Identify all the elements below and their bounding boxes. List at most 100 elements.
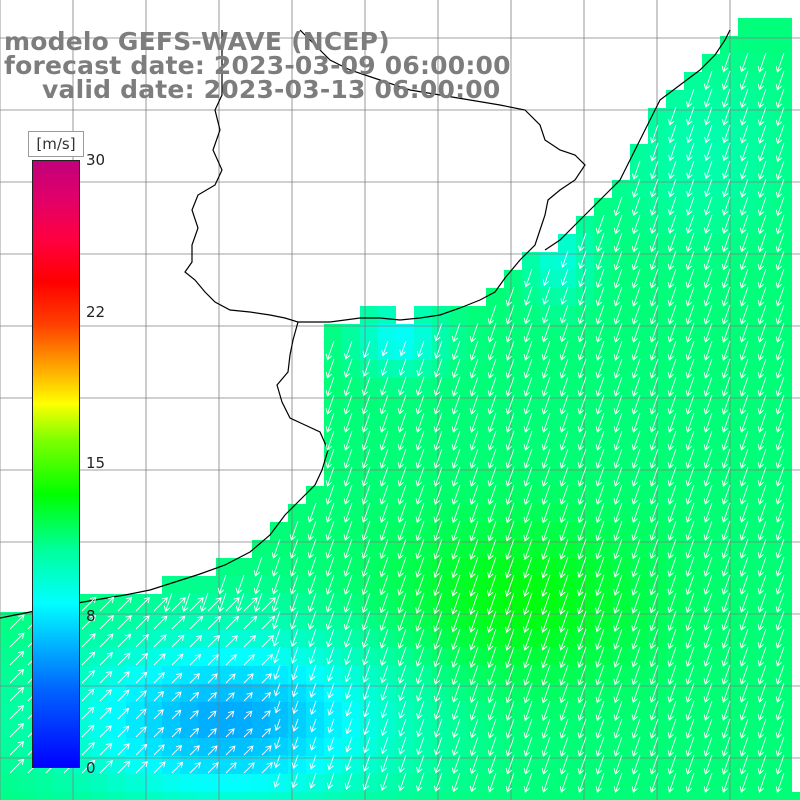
wind-arrow: [469, 394, 479, 415]
wind-arrow: [487, 340, 497, 361]
wind-arrow: [703, 700, 713, 721]
wind-arrow: [379, 394, 389, 415]
wind-arrow: [469, 556, 479, 579]
wind-arrow: [775, 88, 785, 109]
wind-arrow: [469, 538, 479, 561]
wind-arrow: [343, 610, 353, 631]
wind-arrow: [613, 772, 623, 793]
wind-arrow: [667, 322, 677, 343]
wind-arrow: [685, 448, 695, 469]
wind-arrow: [153, 709, 164, 720]
wind-arrow: [649, 304, 659, 325]
wind-arrow: [685, 628, 695, 650]
wind-arrow: [668, 106, 677, 126]
wind-arrow: [274, 736, 281, 750]
wind-arrow: [667, 430, 677, 451]
wind-arrows: [9, 52, 785, 793]
wind-arrow: [686, 88, 695, 108]
wind-arrow: [631, 610, 641, 632]
wind-arrow: [632, 178, 641, 199]
wind-arrow: [686, 178, 695, 198]
wind-arrow: [505, 502, 515, 524]
wind-cell: [234, 648, 252, 666]
wind-arrow: [397, 646, 407, 667]
wind-cell: [162, 792, 180, 800]
wind-arrow: [397, 466, 407, 487]
wind-arrow: [117, 743, 130, 756]
wind-arrow: [487, 502, 497, 524]
wind-arrow: [541, 736, 551, 757]
wind-arrow: [397, 628, 407, 650]
wind-arrow: [325, 448, 335, 469]
wind-arrow: [469, 520, 479, 542]
wind-cell: [702, 792, 720, 800]
wind-arrow: [451, 772, 461, 793]
wind-arrow: [343, 502, 353, 523]
wind-arrow: [595, 250, 605, 271]
wind-arrow: [685, 610, 695, 632]
wind-arrow: [469, 574, 479, 597]
wind-arrow: [632, 160, 641, 180]
wind-arrow: [361, 502, 371, 523]
wind-arrow: [273, 754, 281, 769]
wind-arrow: [345, 700, 353, 717]
wind-arrow: [775, 736, 785, 757]
wind-arrow: [559, 484, 569, 506]
wind-arrow: [613, 592, 623, 615]
wind-arrow: [261, 745, 272, 756]
wind-arrow: [261, 728, 271, 738]
wind-arrow: [469, 646, 479, 669]
wind-arrow: [577, 502, 587, 524]
wind-arrow: [739, 718, 749, 739]
wind-cell: [144, 630, 162, 648]
wind-arrow: [416, 718, 425, 738]
wind-arrow: [559, 538, 569, 560]
wind-arrow: [171, 761, 184, 774]
wind-cell: [324, 324, 342, 342]
wind-cell: [738, 18, 756, 36]
wind-arrow: [362, 700, 371, 718]
wind-arrow: [649, 520, 659, 542]
wind-arrow: [739, 610, 749, 631]
wind-arrow: [487, 574, 497, 597]
wind-arrow: [739, 232, 749, 253]
wind-cell: [450, 792, 468, 800]
wind-arrow: [667, 592, 677, 614]
wind-arrow: [703, 682, 713, 703]
wind-arrow: [739, 628, 749, 649]
wind-arrow: [667, 484, 677, 505]
wind-arrow: [559, 754, 569, 775]
wind-arrow: [577, 718, 587, 739]
model-title: modelo GEFS-WAVE (NCEP): [4, 27, 390, 56]
wind-arrow: [199, 592, 209, 613]
wind-arrow: [433, 772, 443, 793]
wind-arrow: [560, 286, 569, 305]
wind-arrow: [469, 322, 479, 343]
wind-arrow: [721, 520, 731, 541]
wind-cell: [162, 738, 180, 756]
wind-arrow: [577, 484, 587, 506]
wind-arrow: [361, 574, 371, 596]
wind-arrow: [451, 340, 461, 361]
wind-arrow: [631, 736, 641, 757]
wind-cell: [342, 792, 360, 800]
wind-arrow: [595, 466, 605, 487]
wind-arrow: [271, 592, 281, 613]
wind-arrow: [703, 574, 713, 596]
wind-arrow: [739, 538, 749, 559]
wind-arrow: [595, 772, 605, 793]
wind-arrow: [541, 700, 551, 722]
wind-arrow: [721, 646, 731, 667]
wind-arrow: [559, 430, 569, 451]
wind-cell: [252, 792, 270, 800]
wind-arrow: [451, 520, 461, 542]
wind-arrow: [379, 628, 389, 649]
wind-arrow: [685, 538, 695, 560]
wind-arrow: [631, 484, 641, 505]
wind-arrow: [739, 430, 749, 451]
wind-cell: [252, 756, 270, 774]
wind-arrow: [775, 628, 785, 649]
wind-arrow: [135, 726, 147, 738]
wind-arrow: [505, 754, 515, 775]
wind-arrow: [381, 340, 389, 357]
